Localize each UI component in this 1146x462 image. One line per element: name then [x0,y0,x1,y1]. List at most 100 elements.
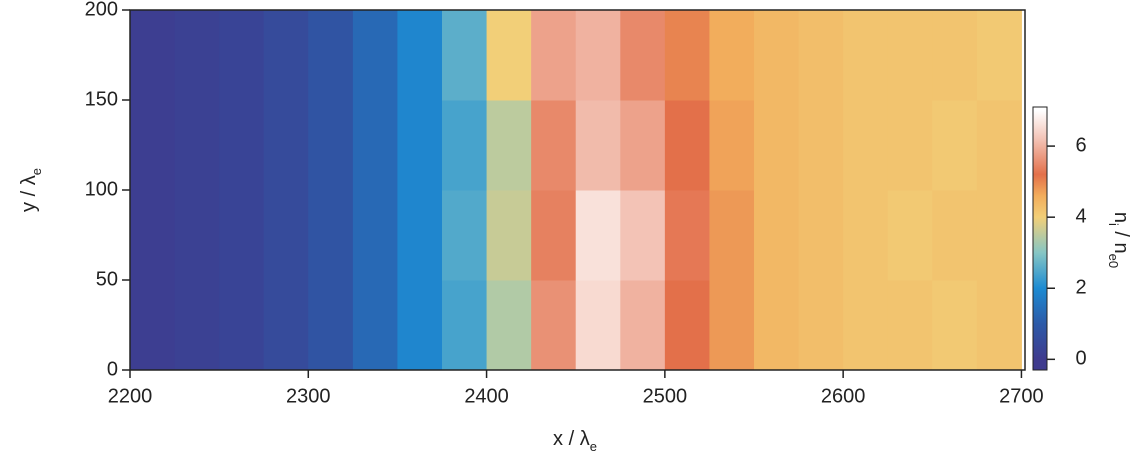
heat-cell [352,280,398,371]
heat-cell [620,190,666,281]
heat-cell [887,100,933,191]
heat-cell [976,100,1022,191]
x-axis-label: x / λe [553,428,597,454]
colorbar-fill [1033,107,1047,370]
heat-cell [664,280,710,371]
heat-cell [352,10,398,101]
heat-cell [130,10,176,101]
heat-cell [932,100,978,191]
heat-cell [798,190,844,281]
heat-cell [442,10,488,101]
heat-cell [620,10,666,101]
heat-cell [308,280,354,371]
heat-cell [531,280,577,371]
heat-cell [263,280,309,371]
heat-cell [976,190,1022,281]
heat-cell [664,100,710,191]
heat-cell [397,100,443,191]
heat-cell [798,280,844,371]
heat-cell [219,280,265,371]
heat-cell [486,190,532,281]
heat-cell [130,190,176,281]
heat-cell [442,100,488,191]
heat-cell [397,280,443,371]
colorbar [1033,107,1047,370]
colorbar-tick-label: 4 [1075,205,1086,227]
heat-cell [976,10,1022,101]
colorbar-frame [1032,106,1048,371]
label-part: e [590,439,597,454]
label-part: y / λ [18,175,40,212]
x-tick-label: 2300 [286,385,331,407]
heat-cell [352,100,398,191]
heat-cell [664,190,710,281]
heat-cell [754,190,800,281]
heat-cell [486,10,532,101]
heat-cell [709,10,755,101]
heat-cell [932,10,978,101]
heat-cell [219,10,265,101]
heat-cell [442,190,488,281]
heat-cell [754,10,800,101]
heat-cell [575,100,621,191]
heat-cell [486,100,532,191]
heat-cell [664,10,710,101]
label-part: n [1110,212,1132,223]
heat-cell [620,100,666,191]
label-part: e [29,168,44,175]
y-tick-label: 150 [85,88,118,110]
heat-cell [843,100,889,191]
label-part: e0 [1106,254,1121,268]
heat-cell [352,190,398,281]
label-part: i [1106,223,1121,226]
y-tick-label: 200 [85,0,118,20]
x-tick-label: 2200 [108,385,153,407]
heat-cell [620,280,666,371]
heat-cell [709,100,755,191]
colorbar-tick-label: 6 [1075,134,1086,156]
heat-cell [308,10,354,101]
heat-cell [843,280,889,371]
label-part: / n [1110,226,1132,254]
heat-cell [709,280,755,371]
heat-cell [754,100,800,191]
heat-cell [308,190,354,281]
heat-cell [531,100,577,191]
heat-cell [531,190,577,281]
heat-cell [932,190,978,281]
heat-cell [442,280,488,371]
x-tick-label: 2400 [464,385,509,407]
heat-cell [263,190,309,281]
heat-cell [486,280,532,371]
heat-cell [263,10,309,101]
heat-cell [932,280,978,371]
heat-cell [798,100,844,191]
heat-cell [130,280,176,371]
axes: 0 2 4 6 2200 2300 2400 2500 2600 2700 0 50 100 150 200 [85,0,1087,407]
x-tick-label: 2700 [999,385,1044,407]
heat-cell [531,10,577,101]
heat-cell [219,100,265,191]
y-tick-label: 50 [96,268,118,290]
heat-cell [575,10,621,101]
heat-cell [397,190,443,281]
heatmap [130,10,1022,371]
heat-cell [798,10,844,101]
y-axis-label: y / λe [18,168,44,212]
heat-cell [308,100,354,191]
heat-cell [887,10,933,101]
x-tick-label: 2500 [643,385,688,407]
heat-cell [843,10,889,101]
heat-cell [263,100,309,191]
x-tick-label: 2600 [821,385,866,407]
heat-cell [174,280,220,371]
heat-cell [397,10,443,101]
heat-cell [174,190,220,281]
heat-cell [575,280,621,371]
heat-cell [174,100,220,191]
label-part: x / λ [553,428,590,450]
heat-cell [887,280,933,371]
heat-cell [219,190,265,281]
heat-cell [174,10,220,101]
